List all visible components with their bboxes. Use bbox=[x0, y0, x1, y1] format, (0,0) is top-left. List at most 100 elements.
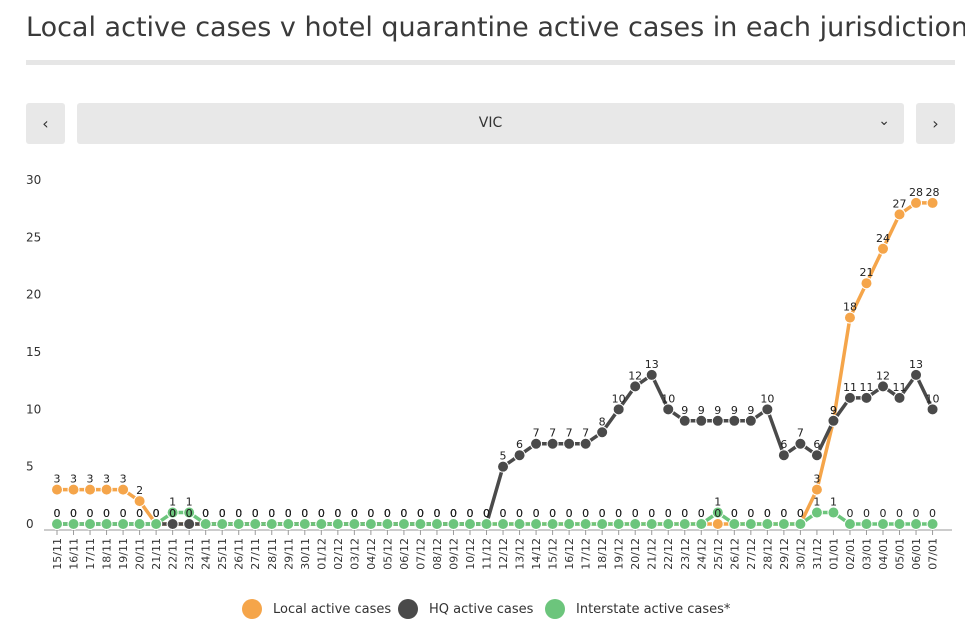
data-label: 0 bbox=[268, 507, 275, 520]
data-label: 0 bbox=[615, 507, 622, 520]
data-label: 5 bbox=[500, 450, 507, 463]
x-tick-label: 03/01 bbox=[860, 538, 873, 570]
data-label: 0 bbox=[467, 507, 474, 520]
data-label: 0 bbox=[153, 507, 160, 520]
data-point bbox=[777, 518, 790, 530]
data-label: 0 bbox=[334, 507, 341, 520]
previous-jurisdiction-button[interactable]: ‹ bbox=[26, 103, 65, 144]
data-label: 6 bbox=[516, 438, 523, 451]
data-point bbox=[513, 449, 526, 462]
x-tick-label: 07/01 bbox=[927, 538, 940, 570]
data-point bbox=[843, 518, 856, 530]
data-point bbox=[926, 403, 939, 416]
data-label: 3 bbox=[813, 473, 820, 486]
x-tick-label: 05/01 bbox=[894, 538, 907, 570]
x-tick-label: 25/12 bbox=[712, 538, 725, 570]
data-label: 0 bbox=[665, 507, 672, 520]
data-point bbox=[843, 391, 856, 404]
data-label: 0 bbox=[252, 507, 259, 520]
data-label: 0 bbox=[202, 507, 209, 520]
data-point bbox=[84, 518, 97, 530]
legend-item-local[interactable]: Local active cases bbox=[242, 599, 391, 619]
data-label: 8 bbox=[599, 415, 606, 428]
data-label: 0 bbox=[235, 507, 242, 520]
data-label: 0 bbox=[681, 507, 688, 520]
data-label: 0 bbox=[880, 507, 887, 520]
data-label: 0 bbox=[334, 507, 341, 520]
data-label: 0 bbox=[714, 507, 721, 520]
chart-title: Local active cases v hotel quarantine ac… bbox=[26, 12, 965, 43]
y-tick-label: 15 bbox=[26, 345, 41, 359]
data-point bbox=[744, 518, 757, 530]
data-point bbox=[910, 196, 923, 209]
data-label: 9 bbox=[830, 404, 837, 417]
x-tick-label: 29/11 bbox=[282, 538, 295, 570]
data-point bbox=[298, 518, 311, 530]
data-label: 0 bbox=[632, 507, 639, 520]
data-point bbox=[282, 518, 295, 530]
y-tick-label: 0 bbox=[26, 517, 34, 531]
x-tick-label: 20/12 bbox=[629, 538, 642, 570]
data-point bbox=[827, 414, 840, 427]
data-label: 0 bbox=[913, 507, 920, 520]
data-point bbox=[678, 414, 691, 427]
data-label: 0 bbox=[219, 507, 226, 520]
y-tick-label: 20 bbox=[26, 288, 41, 302]
x-tick-label: 19/12 bbox=[613, 538, 626, 570]
x-tick-label: 30/11 bbox=[299, 538, 312, 570]
data-point bbox=[183, 506, 196, 519]
data-label: 0 bbox=[648, 507, 655, 520]
data-label: 7 bbox=[549, 427, 556, 440]
data-label: 0 bbox=[450, 507, 457, 520]
jurisdiction-select[interactable]: VIC ⌄ bbox=[77, 103, 904, 144]
data-point bbox=[183, 518, 196, 530]
data-label: 0 bbox=[202, 507, 209, 520]
data-label: 3 bbox=[103, 473, 110, 486]
data-label: 0 bbox=[186, 507, 193, 520]
next-jurisdiction-button[interactable]: › bbox=[916, 103, 955, 144]
data-label: 0 bbox=[516, 507, 523, 520]
data-label: 0 bbox=[400, 507, 407, 520]
x-tick-label: 23/12 bbox=[679, 538, 692, 570]
legend-item-hq[interactable]: HQ active cases bbox=[398, 599, 533, 619]
data-label: 0 bbox=[433, 507, 440, 520]
data-label: 6 bbox=[813, 438, 820, 451]
data-label: 1 bbox=[169, 496, 176, 509]
data-label: 0 bbox=[120, 507, 127, 520]
data-label: 0 bbox=[219, 507, 226, 520]
data-label: 0 bbox=[467, 507, 474, 520]
data-label: 0 bbox=[500, 507, 507, 520]
legend-swatch-hq bbox=[398, 599, 418, 619]
data-label: 13 bbox=[909, 358, 923, 371]
data-label: 0 bbox=[483, 507, 490, 520]
data-point bbox=[497, 460, 510, 473]
data-label: 0 bbox=[384, 507, 391, 520]
data-point bbox=[596, 518, 609, 530]
data-label: 0 bbox=[103, 507, 110, 520]
data-point bbox=[117, 483, 130, 496]
data-label: 0 bbox=[318, 507, 325, 520]
x-tick-label: 01/01 bbox=[827, 538, 840, 570]
data-label: 0 bbox=[87, 507, 94, 520]
data-point bbox=[497, 518, 510, 530]
x-tick-label: 04/01 bbox=[877, 538, 890, 570]
legend-item-interstate[interactable]: Interstate active cases* bbox=[545, 599, 730, 619]
data-point bbox=[348, 518, 361, 530]
data-label: 0 bbox=[615, 507, 622, 520]
legend-label-hq: HQ active cases bbox=[429, 601, 534, 617]
x-tick-label: 27/11 bbox=[249, 538, 262, 570]
data-label: 0 bbox=[351, 507, 358, 520]
data-label: 0 bbox=[433, 507, 440, 520]
data-label: 0 bbox=[400, 507, 407, 520]
data-label: 0 bbox=[384, 507, 391, 520]
data-point bbox=[100, 483, 113, 496]
x-tick-label: 02/01 bbox=[844, 538, 857, 570]
x-tick-label: 10/12 bbox=[464, 538, 477, 570]
data-label: 0 bbox=[764, 507, 771, 520]
data-label: 10 bbox=[760, 392, 774, 405]
x-tick-label: 21/12 bbox=[646, 538, 659, 570]
data-label: 0 bbox=[70, 507, 77, 520]
data-label: 0 bbox=[467, 507, 474, 520]
data-label: 1 bbox=[830, 496, 837, 509]
data-label: 0 bbox=[285, 507, 292, 520]
